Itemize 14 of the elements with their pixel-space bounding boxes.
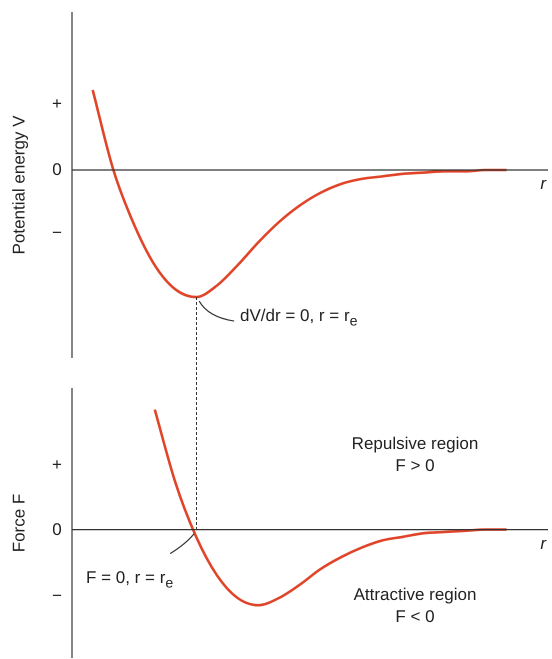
annotation: Attractive region F < 0 [354,584,476,628]
x-axis-title: r [540,174,548,194]
text: 0 [52,159,62,181]
text: − [52,585,62,607]
annotation: Repulsive region F > 0 [352,433,478,477]
text: 0 [52,519,62,541]
text: + [52,454,62,476]
annotation: F = 0, r = r$_{e}$ [86,567,174,594]
y-axis-title: Force F [10,494,29,552]
text: + [52,93,62,115]
text: − [52,222,62,244]
x-axis-title: r [540,534,548,553]
text: dV/dr = 0, r = r$_{e}$ [240,305,358,332]
y-axis-title: Potential energy V [10,114,29,254]
